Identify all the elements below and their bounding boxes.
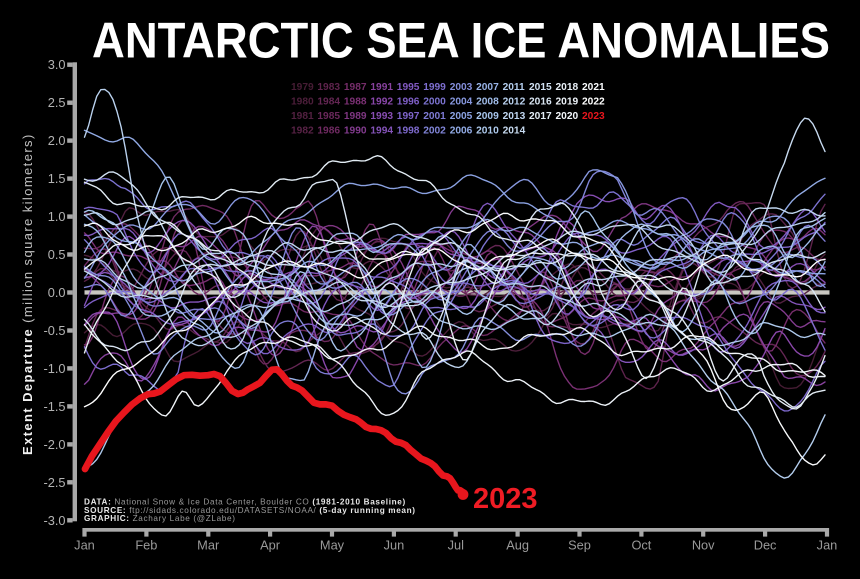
svg-text:1992: 1992 xyxy=(370,96,393,107)
svg-text:Nov: Nov xyxy=(692,538,715,553)
svg-text:-2.0: -2.0 xyxy=(43,437,65,452)
svg-text:1993: 1993 xyxy=(370,111,393,122)
svg-text:2016: 2016 xyxy=(529,96,552,107)
svg-text:2.5: 2.5 xyxy=(48,95,66,110)
svg-text:2019: 2019 xyxy=(556,96,579,107)
svg-text:2012: 2012 xyxy=(503,96,526,107)
svg-text:1997: 1997 xyxy=(397,111,420,122)
svg-text:2001: 2001 xyxy=(423,111,446,122)
svg-text:2005: 2005 xyxy=(450,111,473,122)
svg-text:1996: 1996 xyxy=(397,96,420,107)
svg-text:1998: 1998 xyxy=(397,125,420,136)
svg-text:2018: 2018 xyxy=(556,82,579,93)
svg-text:1.5: 1.5 xyxy=(48,171,66,186)
svg-text:Aug: Aug xyxy=(506,538,529,553)
svg-text:1989: 1989 xyxy=(344,111,367,122)
svg-text:2002: 2002 xyxy=(423,125,446,136)
svg-text:Jan: Jan xyxy=(817,538,838,553)
svg-text:2004: 2004 xyxy=(450,96,473,107)
svg-text:2020: 2020 xyxy=(556,111,579,122)
svg-text:2007: 2007 xyxy=(476,82,499,93)
svg-text:1980: 1980 xyxy=(291,96,314,107)
svg-text:Apr: Apr xyxy=(260,538,281,553)
svg-text:Jan: Jan xyxy=(74,538,95,553)
svg-text:Sep: Sep xyxy=(568,538,591,553)
svg-text:May: May xyxy=(320,538,345,553)
svg-text:2003: 2003 xyxy=(450,82,473,93)
svg-text:1994: 1994 xyxy=(370,125,393,136)
svg-text:Feb: Feb xyxy=(135,538,157,553)
svg-text:-0.5: -0.5 xyxy=(43,323,65,338)
svg-text:0.5: 0.5 xyxy=(48,247,66,262)
svg-text:2011: 2011 xyxy=(503,82,525,93)
svg-text:2015: 2015 xyxy=(529,82,552,93)
svg-text:Oct: Oct xyxy=(631,538,651,553)
svg-text:2022: 2022 xyxy=(582,96,605,107)
svg-text:2023: 2023 xyxy=(473,483,538,515)
svg-text:-1.5: -1.5 xyxy=(43,399,65,414)
svg-text:2017: 2017 xyxy=(529,111,552,122)
svg-text:1986: 1986 xyxy=(317,125,340,136)
svg-text:Jul: Jul xyxy=(448,538,464,553)
svg-text:2.0: 2.0 xyxy=(48,133,66,148)
svg-text:1979: 1979 xyxy=(291,82,314,93)
svg-text:1988: 1988 xyxy=(344,96,367,107)
svg-text:1983: 1983 xyxy=(317,82,340,93)
svg-text:2023: 2023 xyxy=(582,111,605,122)
svg-text:2006: 2006 xyxy=(450,125,473,136)
svg-text:-2.5: -2.5 xyxy=(43,475,65,490)
svg-text:SOURCE: ftp://sidads.colorado.: SOURCE: ftp://sidads.colorado.edu/DATASE… xyxy=(84,506,416,515)
svg-text:GRAPHIC: Zachary Labe (@ZLabe): GRAPHIC: Zachary Labe (@ZLabe) xyxy=(84,514,236,523)
svg-text:Mar: Mar xyxy=(197,538,220,553)
svg-text:1982: 1982 xyxy=(291,125,314,136)
svg-text:Jun: Jun xyxy=(384,538,405,553)
svg-text:-1.0: -1.0 xyxy=(43,361,65,376)
svg-text:1999: 1999 xyxy=(423,82,446,93)
svg-text:1985: 1985 xyxy=(317,111,340,122)
svg-text:2009: 2009 xyxy=(476,111,499,122)
svg-text:-3.0: -3.0 xyxy=(43,513,65,528)
svg-text:2010: 2010 xyxy=(476,125,499,136)
svg-text:2008: 2008 xyxy=(476,96,499,107)
svg-text:2014: 2014 xyxy=(503,125,526,136)
svg-text:Dec: Dec xyxy=(754,538,777,553)
svg-text:2000: 2000 xyxy=(423,96,446,107)
svg-text:ANTARCTIC SEA ICE ANOMALIES: ANTARCTIC SEA ICE ANOMALIES xyxy=(92,13,830,69)
svg-text:1.0: 1.0 xyxy=(48,209,66,224)
svg-text:1995: 1995 xyxy=(397,82,420,93)
svg-text:1991: 1991 xyxy=(370,82,393,93)
svg-text:DATA: National Snow & Ice Data: DATA: National Snow & Ice Data Center, B… xyxy=(84,498,406,507)
svg-text:1990: 1990 xyxy=(344,125,367,136)
svg-text:2021: 2021 xyxy=(582,82,605,93)
svg-text:1984: 1984 xyxy=(317,96,340,107)
svg-text:2013: 2013 xyxy=(503,111,526,122)
svg-text:Extent Departure (million squa: Extent Departure (million square kilomet… xyxy=(20,133,35,455)
svg-text:0.0: 0.0 xyxy=(48,285,66,300)
svg-text:3.0: 3.0 xyxy=(48,57,66,72)
svg-text:1981: 1981 xyxy=(291,111,314,122)
svg-text:1987: 1987 xyxy=(344,82,367,93)
